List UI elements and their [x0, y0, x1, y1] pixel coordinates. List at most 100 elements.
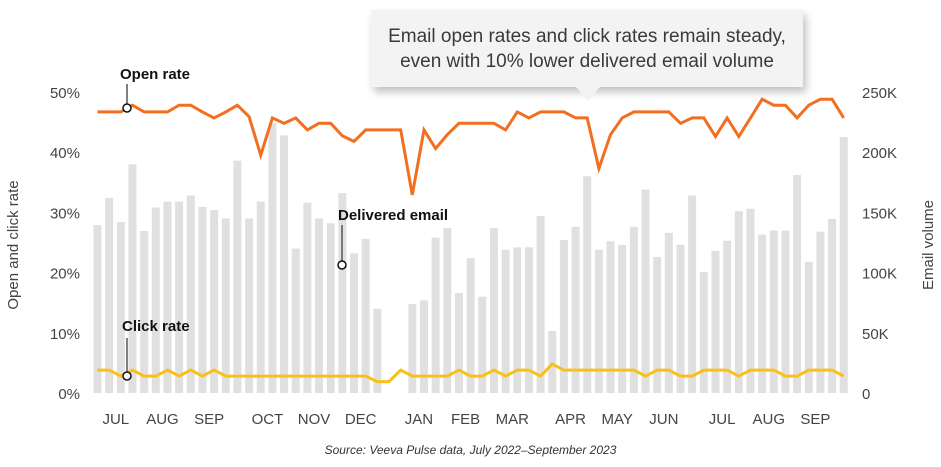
delivered-email-bar: [116, 222, 125, 393]
delivered-email-bar: [536, 216, 545, 393]
delivered-email-bar: [175, 201, 184, 393]
x-axis-tick-label: JUN: [649, 411, 678, 428]
delivered-email-bar: [105, 197, 114, 393]
x-axis-tick-label: AUG: [146, 411, 179, 428]
x-axis-tick-label: MAR: [496, 411, 530, 428]
delivered-email-bar: [571, 226, 580, 393]
right-axis-label: Email volume: [920, 200, 937, 290]
click-rate-line: [97, 362, 845, 384]
left-axis-tick-label: 0%: [58, 386, 80, 403]
left-axis-tick-label: 10%: [50, 326, 80, 343]
left-axis-tick-label: 30%: [50, 205, 80, 222]
delivered-email-bar: [793, 175, 802, 393]
click-rate-annotation: Click rate: [122, 318, 190, 381]
delivered-email-bar: [151, 207, 160, 393]
delivered-email-bar: [245, 218, 254, 393]
open-rate-annotation: Open rate: [120, 66, 190, 113]
delivered-email-bar: [140, 231, 149, 393]
delivered-email-bar: [221, 218, 230, 393]
delivered-email-bar: [583, 176, 592, 393]
delivered-email-bar: [641, 189, 650, 393]
delivered-email-bar: [361, 238, 370, 393]
delivered-email-bar: [629, 226, 638, 393]
left-axis-tick-label: 50%: [50, 85, 80, 102]
source-note: Source: Veeva Pulse data, July 2022–Sept…: [324, 443, 617, 457]
delivered-email-bar: [454, 293, 463, 393]
delivered-email-bar: [256, 201, 265, 393]
delivered-email-bar: [606, 241, 615, 393]
x-axis-month-ticks: JUL AUG SEP OCT NOV DEC JAN FEB MAR APR MAY JUN JUL A…: [102, 411, 830, 428]
delivered-email-bar: [163, 201, 172, 393]
delivered-email-bar: [280, 135, 289, 393]
callout-line-2: even with 10% lower delivered email volu…: [400, 50, 774, 72]
delivered-email-annotation: Delivered email: [337, 207, 448, 270]
left-axis-tick-label: 20%: [50, 266, 80, 283]
delivered-email-bars: [93, 123, 848, 393]
delivered-email-bar: [408, 303, 417, 393]
x-axis-tick-label: OCT: [252, 411, 284, 428]
click-rate-label: Click rate: [122, 318, 190, 335]
delivered-email-bar: [419, 300, 428, 393]
delivered-email-bar: [548, 330, 557, 393]
delivered-email-bar: [711, 250, 720, 393]
delivered-email-bar: [489, 228, 498, 393]
x-axis-tick-label: AUG: [753, 411, 786, 428]
delivered-email-bar: [315, 218, 324, 393]
right-axis-tick-label: 200K: [862, 145, 897, 162]
delivered-email-bar: [373, 308, 382, 393]
left-axis-tick-label: 40%: [50, 145, 80, 162]
right-axis-tick-label: 100K: [862, 266, 897, 283]
delivered-email-bar: [828, 219, 837, 393]
x-axis-tick-label: SEP: [800, 411, 830, 428]
delivered-email-bar: [804, 261, 813, 393]
delivered-email-bar: [291, 248, 300, 393]
delivered-email-bar: [338, 193, 347, 393]
delivered-email-bar: [198, 206, 207, 393]
right-axis-tick-label: 250K: [862, 85, 897, 102]
x-axis-tick-label: SEP: [194, 411, 224, 428]
x-axis-tick-label: DEC: [345, 411, 377, 428]
delivered-email-bar: [559, 240, 568, 393]
delivered-email-bar: [233, 160, 242, 393]
delivered-email-bar: [781, 230, 790, 393]
callout-pointer: [576, 87, 600, 101]
callout-line-1: Email open rates and click rates remain …: [388, 25, 786, 47]
delivered-email-bar: [443, 228, 452, 393]
x-axis-tick-label: JUL: [102, 411, 129, 428]
delivered-email-bar: [466, 258, 475, 393]
delivered-email-bar: [746, 208, 755, 393]
open-rate-label: Open rate: [120, 66, 190, 83]
right-axis-tick-label: 0: [862, 386, 870, 403]
delivered-email-bar: [303, 202, 312, 393]
x-axis-tick-label: MAY: [601, 411, 632, 428]
left-axis-ticks: 0% 10% 20% 30% 40% 50%: [50, 85, 80, 403]
delivered-email-bar: [268, 123, 277, 393]
x-axis-tick-label: JAN: [405, 411, 433, 428]
right-axis-ticks: 0 50K 100K 150K 200K 250K: [862, 85, 897, 403]
delivered-email-bar: [734, 211, 743, 393]
callout-box: Email open rates and click rates remain …: [371, 10, 803, 87]
delivered-email-bar: [816, 231, 825, 393]
left-axis-label: Open and click rate: [5, 180, 22, 309]
delivered-email-bar: [618, 244, 627, 393]
delivered-email-bar: [653, 256, 662, 393]
x-axis-tick-label: APR: [555, 411, 586, 428]
delivered-email-bar: [723, 240, 732, 393]
delivered-email-bar: [524, 247, 533, 393]
delivered-email-bar: [513, 247, 522, 393]
delivered-email-bar: [210, 209, 219, 393]
delivered-email-bar: [769, 230, 778, 393]
delivered-email-bar: [501, 249, 510, 393]
delivered-email-bar: [478, 296, 487, 393]
delivered-email-bar: [128, 164, 137, 393]
delivered-email-bar: [93, 225, 102, 393]
delivered-email-bar: [839, 137, 848, 393]
delivered-email-bar: [594, 249, 603, 393]
delivered-email-bar: [664, 232, 673, 393]
delivered-email-bar: [431, 237, 440, 393]
right-axis-tick-label: 50K: [862, 326, 889, 343]
x-axis-tick-label: NOV: [298, 411, 331, 428]
x-axis-tick-label: FEB: [451, 411, 480, 428]
rate-lines: [97, 97, 845, 384]
